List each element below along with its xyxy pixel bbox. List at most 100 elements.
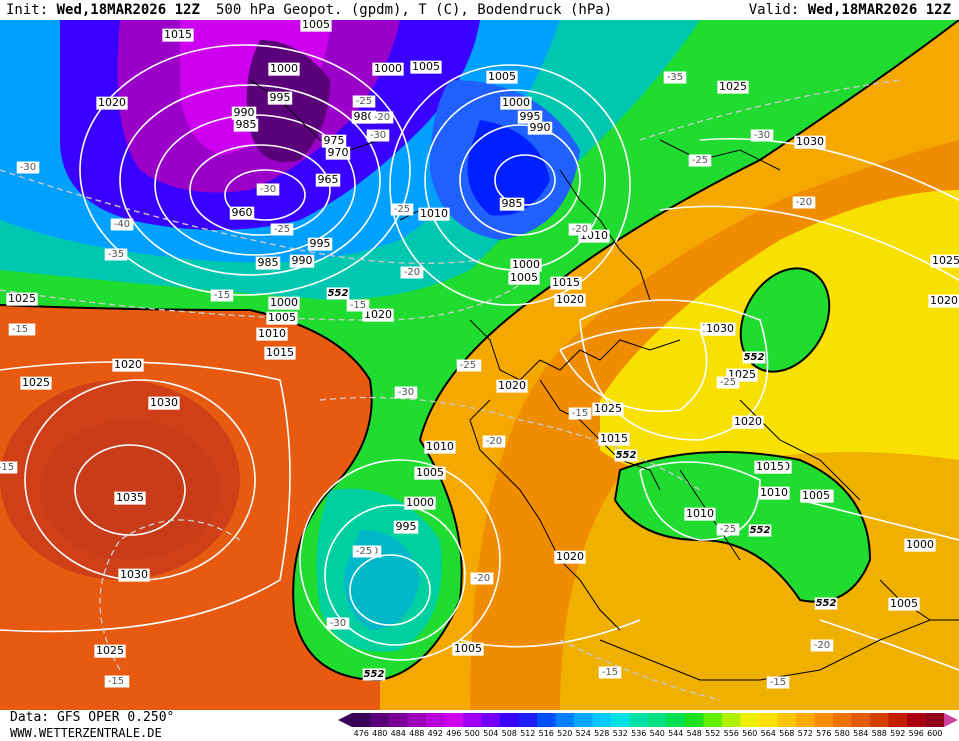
legend-tick-label: 532: [612, 729, 628, 738]
svg-text:1025: 1025: [8, 292, 36, 305]
legend-tick-label: 496: [446, 729, 462, 738]
temperature-label: -15: [210, 289, 234, 302]
legend-swatch: [685, 713, 704, 727]
legend-ticks: 476 480 484 488 492 496 500 504 508 512 516 520 524 5…: [338, 729, 958, 741]
svg-text:1015: 1015: [266, 346, 294, 359]
isobar-label: 1025: [94, 644, 126, 658]
isobar-label: 1025: [20, 376, 52, 390]
isobar-label: 1000: [372, 62, 404, 76]
svg-text:1005: 1005: [412, 60, 440, 73]
svg-text:1030: 1030: [150, 396, 178, 409]
svg-text:1020: 1020: [930, 294, 958, 307]
svg-text:-15: -15: [350, 300, 366, 311]
svg-text:1030: 1030: [120, 568, 148, 581]
svg-text:-15: -15: [602, 667, 618, 678]
legend-tick-label: 528: [594, 729, 610, 738]
legend-tick-label: 560: [742, 729, 758, 738]
legend-swatch: [555, 713, 575, 727]
svg-text:995: 995: [520, 110, 541, 123]
svg-text:1020: 1020: [114, 358, 142, 371]
geopotential-552-label: 552: [326, 287, 350, 300]
isobar-label: 1010: [684, 507, 716, 521]
svg-text:1010: 1010: [420, 207, 448, 220]
geopotential-552-label: 552: [742, 351, 766, 364]
isobar-label: 1030: [794, 135, 826, 149]
isobar-label: 1000: [510, 258, 542, 272]
isobar-label: 1005: [800, 489, 832, 503]
isobar-label: 1010: [256, 327, 288, 341]
svg-text:990: 990: [292, 254, 313, 267]
isobar-label: 1020: [112, 358, 144, 372]
legend-swatch: [925, 713, 945, 727]
svg-text:-40: -40: [114, 219, 130, 230]
svg-text:1005: 1005: [302, 20, 330, 31]
temperature-label: -30: [256, 183, 280, 196]
legend-swatch: [370, 713, 390, 727]
svg-text:-35: -35: [108, 249, 124, 260]
svg-text:-20: -20: [404, 267, 420, 278]
temperature-label: -30: [326, 617, 350, 630]
svg-text:1010: 1010: [760, 486, 788, 499]
legend-swatch: [833, 713, 852, 727]
legend-tick-label: 520: [557, 729, 573, 738]
svg-text:1015: 1015: [552, 276, 580, 289]
svg-text:985: 985: [502, 197, 523, 210]
svg-text:1020: 1020: [98, 96, 126, 109]
legend-swatch: [722, 713, 741, 727]
svg-text:-25: -25: [720, 524, 736, 535]
svg-text:1015: 1015: [600, 432, 628, 445]
geopotential-552-label: 552: [614, 449, 638, 462]
legend-tick-label: 484: [390, 729, 406, 738]
legend-tick-label: 596: [908, 729, 924, 738]
legend-tick-label: 488: [409, 729, 425, 738]
legend-swatch: [592, 713, 612, 727]
legend-tick-label: 552: [705, 729, 721, 738]
temperature-label: -25: [716, 523, 740, 536]
svg-text:-20: -20: [374, 112, 390, 123]
isobar-label: 1005: [486, 70, 518, 84]
svg-text:960: 960: [232, 206, 253, 219]
legend-swatch: [648, 713, 667, 727]
temperature-label: -30: [394, 386, 418, 399]
isobar-label: 1025: [6, 292, 38, 306]
legend-tick-label: 556: [723, 729, 739, 738]
geopotential-552-contour: [0, 20, 959, 682]
svg-text:-15: -15: [572, 408, 588, 419]
svg-text:552: 552: [816, 598, 837, 609]
temperature-label: -25: [688, 154, 712, 167]
isobar-label: 1030: [118, 568, 150, 582]
legend-tick-label: 480: [372, 729, 388, 738]
isobar-label: 975: [321, 134, 347, 148]
svg-text:-30: -30: [370, 130, 386, 141]
temperature-label: -25: [456, 359, 480, 372]
legend-swatch: [666, 713, 686, 727]
geopotential-552-label: 552: [748, 524, 772, 537]
isobar-label: 990: [289, 254, 315, 268]
isobar-label: 1025: [717, 80, 749, 94]
isobar-label: 1005: [508, 271, 540, 285]
svg-text:-15: -15: [770, 677, 786, 688]
svg-text:1025: 1025: [96, 644, 124, 657]
svg-text:1000: 1000: [512, 258, 540, 271]
svg-text:1025: 1025: [22, 376, 50, 389]
svg-text:-20: -20: [474, 573, 490, 584]
svg-text:1015: 1015: [756, 460, 784, 473]
svg-text:1005: 1005: [268, 311, 296, 324]
temperature-label: -25: [270, 223, 294, 236]
isobar-label: 1035: [114, 491, 146, 505]
svg-text:995: 995: [396, 520, 417, 533]
svg-text:1025: 1025: [932, 254, 959, 267]
svg-text:-15: -15: [12, 324, 28, 335]
svg-text:-30: -30: [330, 618, 346, 629]
svg-text:1005: 1005: [802, 489, 830, 502]
svg-text:1020: 1020: [498, 379, 526, 392]
svg-text:1000: 1000: [374, 62, 402, 75]
legend-swatch: [870, 713, 889, 727]
svg-text:985: 985: [236, 118, 257, 131]
isobar-label: 995: [393, 520, 419, 534]
legend-swatch: [703, 713, 723, 727]
isobar-label: 1005: [888, 597, 920, 611]
map-title: 500 hPa Geopot. (gpdm), T (C), Bodendruc…: [216, 2, 613, 18]
isobar-label: 1030: [704, 322, 736, 336]
